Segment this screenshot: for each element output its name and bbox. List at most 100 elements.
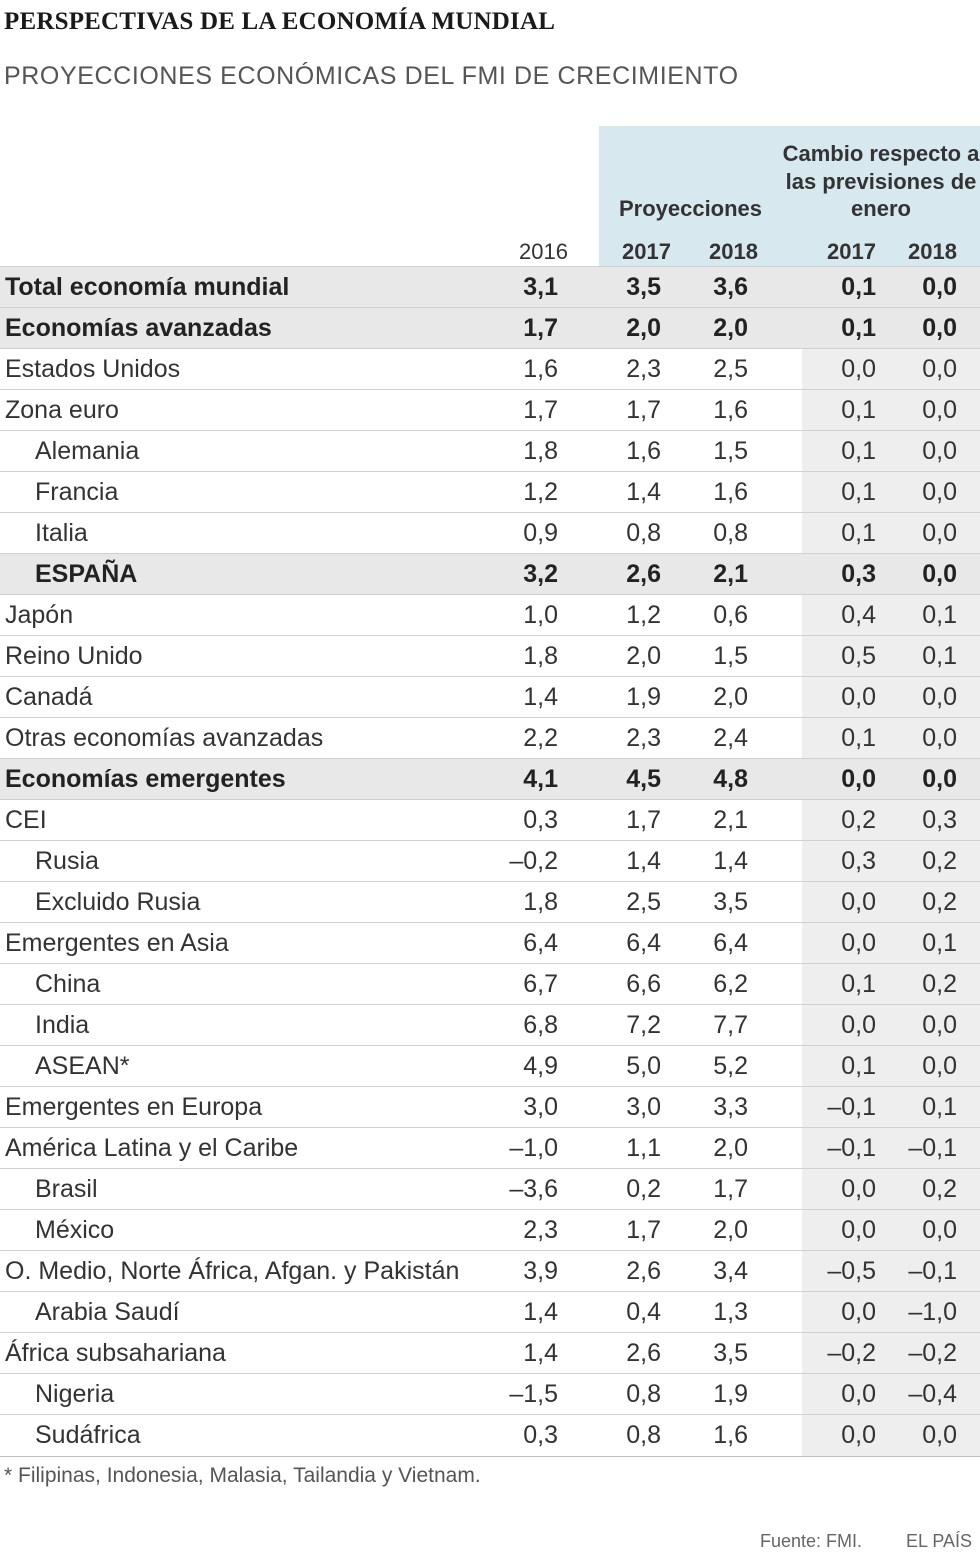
table-row: Canadá 1,4 1,9 2,0 0,0 0,0 <box>0 676 980 717</box>
row-label: México <box>35 1216 115 1244</box>
value-chg-2018: 0,0 <box>922 683 957 711</box>
value-proj-2017: 2,0 <box>626 642 661 670</box>
table-row: Arabia Saudí 1,4 0,4 1,3 0,0 –1,0 <box>0 1291 980 1332</box>
value-proj-2018: 1,4 <box>713 847 748 875</box>
value-proj-2017: 3,5 <box>626 273 661 301</box>
table-row: Japón 1,0 1,2 0,6 0,4 0,1 <box>0 594 980 635</box>
table-row: Reino Unido 1,8 2,0 1,5 0,5 0,1 <box>0 635 980 676</box>
row-label: Otras economías avanzadas <box>5 724 324 752</box>
value-chg-2018: 0,0 <box>922 1011 957 1039</box>
value-chg-2017: –0,1 <box>827 1134 876 1162</box>
table-row: Francia 1,2 1,4 1,6 0,1 0,0 <box>0 471 980 512</box>
table-row: India 6,8 7,2 7,7 0,0 0,0 <box>0 1004 980 1045</box>
value-chg-2017: 0,5 <box>841 642 876 670</box>
value-chg-2018: –0,4 <box>908 1380 957 1408</box>
value-chg-2018: 0,0 <box>922 1421 957 1449</box>
table-row: Economías emergentes 4,1 4,5 4,8 0,0 0,0 <box>0 758 980 799</box>
value-proj-2018: 3,5 <box>713 888 748 916</box>
row-label: Emergentes en Asia <box>5 929 229 957</box>
value-chg-2018: 0,1 <box>922 1093 957 1121</box>
value-chg-2018: 0,0 <box>922 396 957 424</box>
year-header-chg-2017: 2017 <box>827 239 876 264</box>
value-chg-2017: 0,3 <box>841 847 876 875</box>
value-2016: 2,3 <box>523 1216 558 1244</box>
row-label: India <box>35 1011 90 1039</box>
row-label: ESPAÑA <box>35 560 138 588</box>
publisher-credit: EL PAÍS <box>906 1531 973 1551</box>
value-2016: 1,4 <box>523 683 558 711</box>
value-2016: 1,6 <box>523 355 558 383</box>
table-row: México 2,3 1,7 2,0 0,0 0,0 <box>0 1209 980 1250</box>
value-chg-2017: 0,0 <box>841 929 876 957</box>
value-2016: 3,2 <box>523 560 558 588</box>
table-row: Brasil –3,6 0,2 1,7 0,0 0,2 <box>0 1168 980 1209</box>
value-proj-2018: 1,5 <box>713 642 748 670</box>
value-chg-2018: 0,2 <box>922 1175 957 1203</box>
row-label: Arabia Saudí <box>35 1298 180 1326</box>
value-chg-2017: 0,4 <box>841 601 876 629</box>
table-row: Nigeria –1,5 0,8 1,9 0,0 –0,4 <box>0 1373 980 1414</box>
value-2016: 4,1 <box>523 765 558 793</box>
value-chg-2017: 0,0 <box>841 1380 876 1408</box>
row-label: África subsahariana <box>5 1339 226 1367</box>
table-bottom-rule <box>0 1456 980 1457</box>
table-row: Rusia –0,2 1,4 1,4 0,3 0,2 <box>0 840 980 881</box>
value-chg-2017: 0,1 <box>841 478 876 506</box>
year-header-proj-2018: 2018 <box>709 239 758 264</box>
table-row: Italia 0,9 0,8 0,8 0,1 0,0 <box>0 512 980 553</box>
value-proj-2018: 3,6 <box>713 273 748 301</box>
row-label: Sudáfrica <box>35 1421 141 1449</box>
value-proj-2017: 2,6 <box>626 560 661 588</box>
value-proj-2018: 2,0 <box>713 1134 748 1162</box>
value-proj-2018: 1,6 <box>713 1421 748 1449</box>
value-proj-2018: 6,2 <box>713 970 748 998</box>
value-proj-2017: 0,2 <box>626 1175 661 1203</box>
year-header-proj-2017: 2017 <box>622 239 671 264</box>
value-proj-2017: 2,3 <box>626 724 661 752</box>
value-chg-2018: 0,0 <box>922 478 957 506</box>
value-proj-2017: 2,0 <box>626 314 661 342</box>
table-row: Total economía mundial 3,1 3,5 3,6 0,1 0… <box>0 266 980 307</box>
value-proj-2017: 1,2 <box>626 601 661 629</box>
value-chg-2017: 0,3 <box>841 560 876 588</box>
data-table: Total economía mundial 3,1 3,5 3,6 0,1 0… <box>0 266 980 1455</box>
table-row: ESPAÑA 3,2 2,6 2,1 0,3 0,0 <box>0 553 980 594</box>
value-proj-2017: 6,4 <box>626 929 661 957</box>
value-proj-2018: 4,8 <box>713 765 748 793</box>
row-label: Estados Unidos <box>5 355 181 383</box>
value-chg-2018: 0,0 <box>922 314 957 342</box>
value-chg-2018: 0,0 <box>922 355 957 383</box>
value-chg-2017: –0,5 <box>827 1257 876 1285</box>
value-2016: 3,1 <box>523 273 558 301</box>
row-label: Rusia <box>35 847 99 875</box>
change-header: Cambio respecto a las previsiones de ene… <box>782 141 980 221</box>
value-2016: 3,9 <box>523 1257 558 1285</box>
value-proj-2018: 1,7 <box>713 1175 748 1203</box>
value-proj-2017: 6,6 <box>626 970 661 998</box>
value-chg-2018: 0,0 <box>922 1216 957 1244</box>
value-proj-2017: 3,0 <box>626 1093 661 1121</box>
value-chg-2018: –0,1 <box>908 1134 957 1162</box>
source-credit: Fuente: FMI. <box>760 1531 863 1551</box>
value-chg-2017: 0,0 <box>841 765 876 793</box>
value-2016: –0,2 <box>509 847 558 875</box>
value-2016: 6,8 <box>523 1011 558 1039</box>
row-label: Japón <box>5 601 74 629</box>
value-chg-2017: 0,1 <box>841 314 876 342</box>
change-header-band <box>782 126 980 266</box>
value-proj-2018: 2,0 <box>713 1216 748 1244</box>
value-proj-2018: 2,0 <box>713 314 748 342</box>
value-proj-2017: 1,4 <box>626 847 661 875</box>
value-proj-2017: 0,8 <box>626 1380 661 1408</box>
value-proj-2017: 1,1 <box>626 1134 661 1162</box>
row-label: China <box>35 970 101 998</box>
value-2016: 3,0 <box>523 1093 558 1121</box>
value-2016: 1,0 <box>523 601 558 629</box>
value-2016: 1,4 <box>523 1298 558 1326</box>
footnote: * Filipinas, Indonesia, Malasia, Tailand… <box>4 1464 481 1487</box>
table-row: Alemania 1,8 1,6 1,5 0,1 0,0 <box>0 430 980 471</box>
value-proj-2018: 2,0 <box>713 683 748 711</box>
value-chg-2018: 0,2 <box>922 847 957 875</box>
row-label: Reino Unido <box>5 642 143 670</box>
projections-header-band <box>599 126 782 266</box>
